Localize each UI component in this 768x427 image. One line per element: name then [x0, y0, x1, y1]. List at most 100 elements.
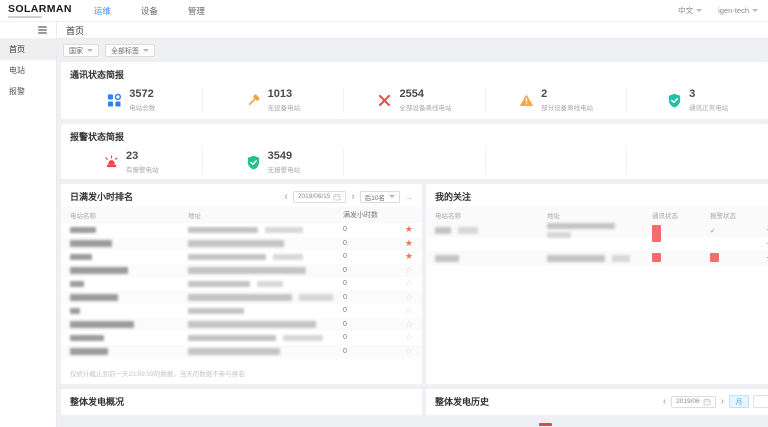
stat-label: 全部设备离线电站 — [399, 104, 452, 112]
favorite-star-icon[interactable]: ★ — [762, 253, 768, 264]
stat-value: 2554 — [399, 88, 424, 101]
stat-value: 3549 — [267, 150, 293, 163]
table-row[interactable]: 0 ★ — [61, 236, 422, 250]
has-alarm-icon — [104, 154, 119, 170]
table-row[interactable]: 0 ☆ — [61, 317, 422, 331]
month-picker[interactable]: 2019/06 — [671, 395, 716, 408]
sidebar-nav: 首页电站报警 — [0, 39, 56, 102]
favorite-star-icon[interactable]: ★ — [762, 225, 768, 236]
go-arrow-icon[interactable]: → — [404, 191, 413, 202]
comm-offline-badge — [652, 225, 661, 242]
full-hours-value: 0 — [343, 226, 347, 234]
favorite-star-icon[interactable]: ☆ — [404, 345, 413, 356]
alarm-status-cell: ✓ — [710, 226, 762, 235]
generation-history-panel: 整体发电历史 ‹ 2019/06 › 月 — [426, 389, 768, 415]
table-row[interactable]: 0 ☆ — [61, 290, 422, 304]
favorite-star-icon[interactable]: ★ — [404, 251, 413, 262]
rank-range-select[interactable]: 后10名 — [359, 190, 400, 203]
plant-address-redacted — [188, 306, 343, 315]
date-picker[interactable]: 2019/06/15 — [292, 190, 347, 203]
country-filter-select[interactable]: 国家 — [63, 44, 99, 57]
plants-total-icon — [107, 93, 122, 108]
table-row[interactable]: 0 ☆ — [61, 277, 422, 291]
stat-cell: 2 部分设备离线电站 — [484, 87, 627, 113]
stat-value: 3 — [689, 88, 696, 101]
comm-status-cell — [652, 225, 710, 242]
filters-row: 国家 全部标签 — [63, 44, 768, 57]
favorite-star-icon[interactable]: ★ — [404, 224, 413, 235]
plant-address-redacted — [188, 293, 343, 302]
plant-name-redacted — [70, 266, 188, 275]
unit-month-button[interactable]: 月 — [729, 395, 749, 408]
table-row[interactable]: 0 ☆ — [61, 344, 422, 358]
favorite-star-icon[interactable]: ☆ — [404, 278, 413, 289]
nav-item[interactable]: 设备 — [140, 5, 158, 16]
stat-label: 部分设备离线电站 — [541, 104, 594, 112]
stat-cell: 3549 无报警电站 — [201, 149, 344, 175]
rank-range-label: 后10名 — [364, 194, 385, 202]
favorite-star-icon[interactable]: ★ — [404, 237, 413, 248]
table-row[interactable]: 0 ★ — [61, 250, 422, 264]
sidebar-item[interactable]: 报警 — [9, 87, 25, 96]
table-row[interactable]: ✓★ — [426, 222, 768, 242]
generation-overview-panel: 整体发电概况 — [61, 389, 422, 415]
tag-filter-select[interactable]: 全部标签 — [105, 44, 155, 57]
table-row[interactable]: 0 ☆ — [61, 263, 422, 277]
nav-item[interactable]: 运维 — [93, 5, 111, 16]
tag-filter-label: 全部标签 — [111, 47, 139, 55]
stat-label: 无报警电站 — [267, 166, 301, 174]
language-label: 中文 — [678, 6, 694, 15]
stat-cell — [343, 149, 485, 175]
watchlist-rows: ✓★★★ — [426, 222, 768, 265]
plant-name-redacted — [435, 254, 547, 263]
favorite-star-icon[interactable]: ☆ — [404, 318, 413, 329]
middle-grid: 日满发小时排名 ‹ 2019/06/15 › 后10名 — [61, 184, 768, 384]
full-hours-value: 0 — [343, 334, 347, 342]
watchlist-table-header: 电站名称 地址 通讯状态 报警状态 — [426, 207, 768, 223]
plant-address-redacted — [188, 333, 343, 342]
prev-date-button[interactable]: ‹ — [284, 190, 288, 202]
comm-offline-badge — [652, 252, 661, 262]
all-offline-icon — [377, 93, 392, 108]
table-row[interactable]: 0 ★ — [61, 223, 422, 237]
table-row[interactable]: 0 ☆ — [61, 304, 422, 318]
favorite-star-icon[interactable]: ☆ — [404, 332, 413, 343]
no-device-icon — [246, 93, 261, 108]
stat-label: 无设备电站 — [267, 104, 301, 112]
panel-title: 报警状态简报 — [70, 132, 125, 142]
plant-address-redacted — [547, 254, 652, 263]
alarm-normal-check-icon: ✓ — [710, 227, 716, 235]
sidebar-item[interactable]: 首页 — [0, 39, 56, 60]
prev-month-button[interactable]: ‹ — [662, 395, 667, 407]
language-switcher[interactable]: 中文 — [678, 5, 703, 16]
sidebar-item[interactable]: 电站 — [9, 66, 25, 75]
account-menu[interactable]: igen-tech — [718, 6, 758, 15]
body-area: 国家 全部标签 通讯状态简报 3572 电站总数 1013 无设备电站 2554 全部设备… — [57, 39, 768, 427]
calendar-icon — [703, 398, 711, 405]
col-header-comm-status: 通讯状态 — [652, 213, 678, 220]
full-hours-value: 0 — [343, 266, 347, 274]
favorite-star-icon[interactable]: ★ — [762, 239, 768, 250]
stat-label: 有报警电站 — [126, 166, 159, 174]
chevron-down-icon — [87, 49, 93, 52]
nav-item[interactable]: 管理 — [187, 5, 205, 16]
favorite-star-icon[interactable]: ☆ — [404, 305, 413, 316]
bottom-grid: 整体发电概况 整体发电历史 ‹ 2019/06 › 月 — [61, 389, 768, 415]
red-marker — [539, 423, 552, 426]
content: 首页 国家 全部标签 通讯状态简报 3572 电站总数 1013 无设备电站 2554 全… — [57, 22, 768, 427]
next-month-button[interactable]: › — [720, 395, 724, 407]
favorite-star-icon[interactable]: ☆ — [404, 264, 413, 275]
table-row[interactable]: ★ — [426, 237, 768, 251]
panel-title: 整体发电历史 — [435, 397, 490, 407]
top-nav: 运维 设备 管理 — [94, 3, 205, 19]
ranking-table-header: 电站名称 地址 满发小时数 — [61, 207, 422, 223]
unit-next-button[interactable] — [753, 395, 768, 408]
table-row[interactable]: ★ — [426, 251, 768, 265]
collapse-sidebar-icon[interactable] — [38, 26, 47, 34]
ranking-rows: 0 ★ 0 ★ 0 ★ 0 ☆ 0 ☆ 0 ☆ 0 ☆ 0 ☆ 0 ☆ 0 ☆ — [61, 223, 422, 358]
next-date-button[interactable]: › — [351, 190, 355, 202]
favorite-star-icon[interactable]: ☆ — [404, 291, 413, 302]
table-row[interactable]: 0 ☆ — [61, 331, 422, 345]
calendar-icon — [334, 193, 341, 200]
